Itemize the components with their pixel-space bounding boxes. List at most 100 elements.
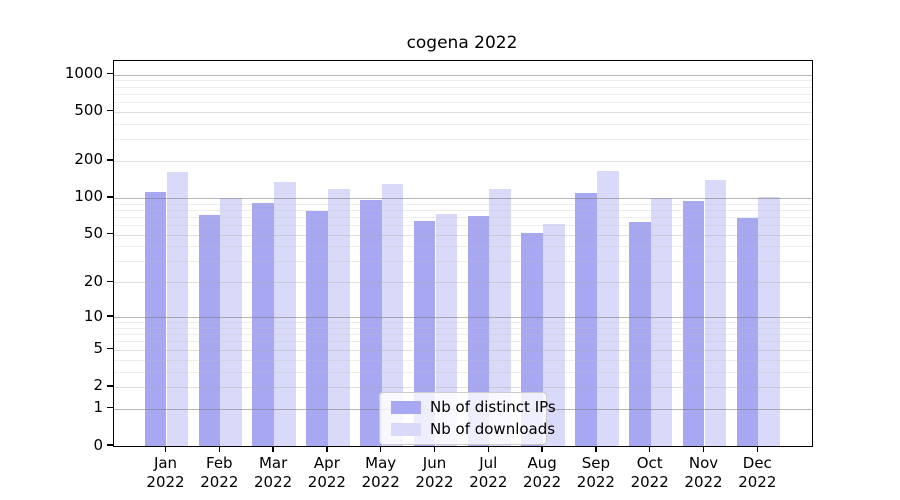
gridline [114, 111, 812, 113]
bar-distinct-ips [413, 220, 436, 446]
bar-downloads [274, 181, 296, 446]
gridline [114, 160, 812, 162]
y-tick-mark [106, 385, 113, 387]
y-tick-mark [106, 196, 113, 198]
gridline [114, 327, 812, 329]
y-tick-mark [106, 232, 113, 235]
gridline [114, 282, 812, 284]
legend-item: Nb of downloads [391, 420, 555, 438]
x-tick-mark [756, 446, 758, 452]
gridline [114, 123, 812, 125]
y-tick-label: 2 [93, 376, 103, 395]
y-tick-label: 200 [74, 150, 103, 169]
gridline [114, 203, 812, 205]
bar-distinct-ips [736, 217, 759, 446]
bar-distinct-ips [629, 221, 651, 446]
y-tick-label: 1000 [64, 64, 103, 83]
x-tick-label: Aug 2022 [523, 454, 562, 491]
y-tick-label: 100 [74, 187, 103, 206]
gridline [114, 317, 812, 319]
y-tick-mark [106, 159, 113, 161]
gridline [114, 139, 812, 141]
y-tick-mark [106, 444, 113, 446]
y-tick-mark [106, 110, 113, 112]
gridline [114, 261, 812, 263]
bar-downloads [220, 197, 242, 446]
x-tick-label: May 2022 [361, 454, 400, 491]
x-tick-mark [164, 446, 167, 452]
bar-downloads [650, 197, 673, 446]
x-tick-mark [433, 446, 436, 452]
y-tick-label: 10 [83, 306, 103, 325]
gridline [114, 80, 812, 82]
x-tick-label: Mar 2022 [254, 454, 293, 491]
bar-downloads [381, 183, 404, 446]
bar-distinct-ips [360, 200, 382, 446]
y-tick-label: 5 [93, 339, 103, 358]
y-tick-label: 20 [83, 271, 103, 290]
gridline [114, 102, 812, 103]
legend-label: Nb of downloads [430, 420, 556, 438]
x-tick-mark [326, 446, 328, 452]
y-tick-mark [106, 72, 113, 75]
legend-item: Nb of distinct IPs [391, 398, 556, 416]
gridline [114, 246, 812, 248]
y-tick-mark [106, 280, 113, 282]
gridline [114, 322, 812, 324]
gridline [114, 359, 812, 361]
y-tick-mark [106, 407, 113, 409]
gridline [114, 234, 812, 236]
bar-downloads [758, 196, 780, 446]
y-tick-label: 0 [93, 435, 103, 454]
x-tick-label: Jan 2022 [146, 454, 185, 491]
legend-swatch-downloads [391, 422, 421, 436]
bar-distinct-ips [682, 200, 705, 446]
legend-swatch-distinct-ips [391, 400, 421, 414]
x-tick-mark [380, 446, 382, 452]
y-tick-label: 1 [93, 398, 103, 417]
bar-downloads [166, 171, 189, 446]
x-tick-mark [487, 446, 489, 452]
bar-distinct-ips [575, 193, 597, 446]
x-tick-label: Jul 2022 [469, 454, 508, 491]
bar-distinct-ips [252, 202, 275, 446]
x-tick-label: Dec 2022 [738, 454, 777, 491]
gridline [114, 371, 812, 373]
gridline [114, 74, 812, 76]
bar-distinct-ips [198, 214, 221, 446]
x-tick-mark [272, 446, 274, 452]
x-tick-mark [541, 446, 543, 452]
gridline [114, 225, 812, 226]
bar-downloads [543, 224, 565, 446]
bar-distinct-ips [467, 216, 490, 446]
x-tick-label: Oct 2022 [630, 454, 669, 491]
bar-distinct-ips [144, 191, 167, 446]
y-tick-label: 50 [83, 224, 103, 243]
plot-area: Nb of distinct IPs Nb of downloads [113, 60, 813, 447]
x-tick-label: Feb 2022 [200, 454, 239, 491]
gridline [114, 386, 812, 388]
gridline [114, 86, 812, 88]
bar-distinct-ips [306, 211, 328, 446]
gridline [114, 197, 812, 199]
bar-downloads [435, 213, 458, 446]
gridline [114, 93, 812, 95]
x-tick-mark [595, 446, 597, 452]
x-tick-label: Jun 2022 [415, 454, 454, 491]
x-tick-mark [218, 446, 220, 452]
gridline [114, 349, 812, 351]
gridline [114, 209, 812, 211]
gridline [114, 334, 812, 336]
x-tick-label: Nov 2022 [684, 454, 723, 491]
y-tick-label: 500 [74, 101, 103, 120]
bar-downloads [596, 170, 619, 446]
gridline [114, 216, 812, 218]
y-tick-mark [106, 315, 113, 317]
y-tick-mark [106, 348, 113, 350]
chart-title: cogena 2022 [406, 33, 518, 53]
x-tick-mark [702, 446, 705, 452]
legend: Nb of distinct IPs Nb of downloads [379, 392, 556, 445]
gridline [114, 341, 812, 343]
x-tick-label: Sep 2022 [576, 454, 615, 491]
